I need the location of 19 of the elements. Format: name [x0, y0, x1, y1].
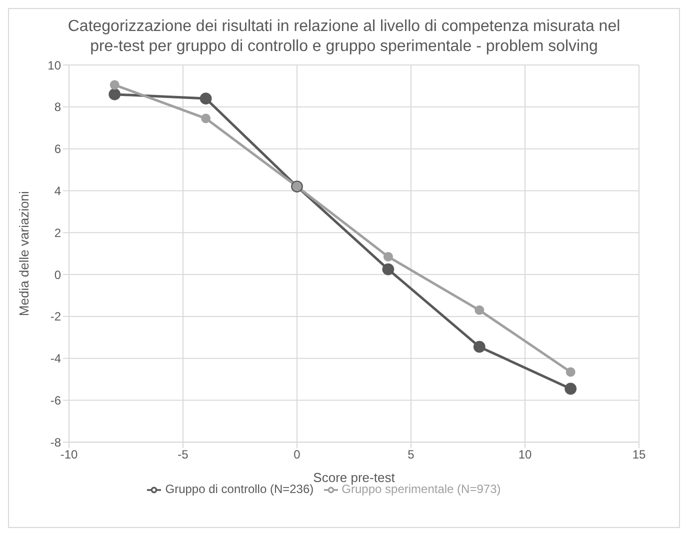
x-tick-label: -5	[178, 448, 189, 462]
y-tick-label: -4	[50, 352, 62, 366]
y-axis-title: Media delle variazioni	[16, 190, 32, 316]
chart-title: Categorizzazione dei risultati in relazione al livello di competenza misurata nel pre-test per gruppo di controllo e gruppo sperimentale - problem solving	[66, 17, 622, 57]
x-tick-label: -10	[60, 448, 78, 462]
x-tick-label: 0	[294, 448, 301, 462]
y-tick-label: 8	[54, 100, 62, 114]
x-tick-label: 15	[632, 448, 646, 462]
y-tick-label: -6	[50, 394, 62, 408]
y-tick-label: -8	[50, 435, 62, 450]
x-tick-label: 5	[408, 448, 415, 462]
y-tick-label: 2	[54, 226, 62, 240]
y-tick-label: 10	[48, 58, 62, 72]
y-tick-label: 6	[54, 142, 62, 156]
y-tick-label: 4	[54, 184, 62, 198]
x-tick-label: 10	[518, 448, 532, 462]
legend-label: Gruppo di controllo (N=236)	[165, 482, 314, 496]
y-tick-label: 0	[54, 268, 62, 282]
y-tick-label: -2	[50, 310, 62, 324]
